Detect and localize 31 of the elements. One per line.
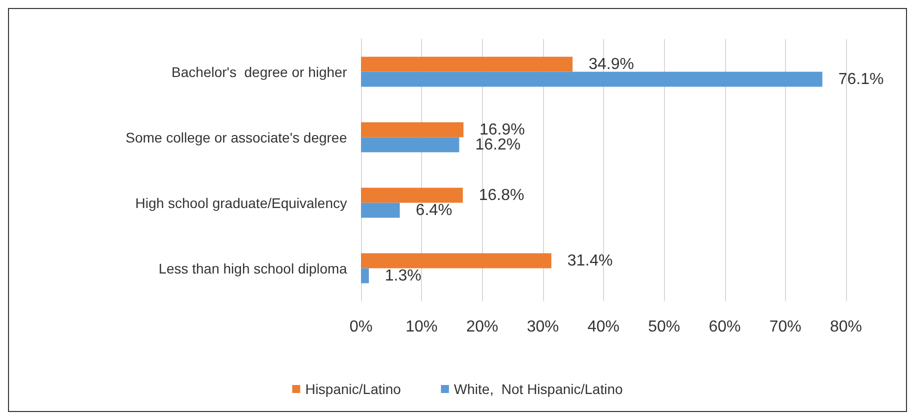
x-tick-label: 50%	[648, 318, 680, 336]
legend-label: Hispanic/Latino	[305, 381, 402, 397]
y-tick-label: High school graduate/Equivalency	[135, 194, 347, 211]
bar	[361, 72, 822, 87]
data-label: 6.4%	[416, 202, 452, 219]
data-label: 1.3%	[384, 267, 422, 284]
data-label: 16.8%	[478, 186, 524, 204]
data-label: 34.9%	[588, 56, 634, 73]
bar	[361, 202, 400, 218]
x-tick-label: 70%	[769, 318, 802, 336]
data-label: 16.2%	[475, 136, 521, 154]
y-tick-label: Bachelor's degree or higher	[172, 64, 348, 80]
bar	[361, 253, 552, 268]
x-tick-label: 0%	[349, 318, 373, 336]
bar	[361, 137, 460, 152]
bar	[361, 122, 464, 138]
x-tick-label: 30%	[526, 318, 559, 336]
legend-label: White, Not Hispanic/Latino	[454, 381, 624, 397]
x-tick-label: 80%	[830, 318, 862, 336]
bar	[361, 268, 369, 284]
data-label: 76.1%	[838, 70, 884, 88]
data-label: 16.9%	[479, 121, 525, 138]
bar	[361, 188, 463, 203]
x-tick-label: 20%	[466, 318, 498, 336]
bar	[361, 56, 573, 72]
data-label: 31.4%	[567, 252, 613, 270]
x-tick-label: 60%	[708, 318, 741, 336]
x-tick-label: 10%	[406, 318, 438, 336]
y-tick-label: Some college or associate's degree	[126, 129, 348, 146]
y-tick-label: Less than high school diploma	[158, 260, 348, 276]
x-tick-label: 40%	[587, 318, 620, 336]
